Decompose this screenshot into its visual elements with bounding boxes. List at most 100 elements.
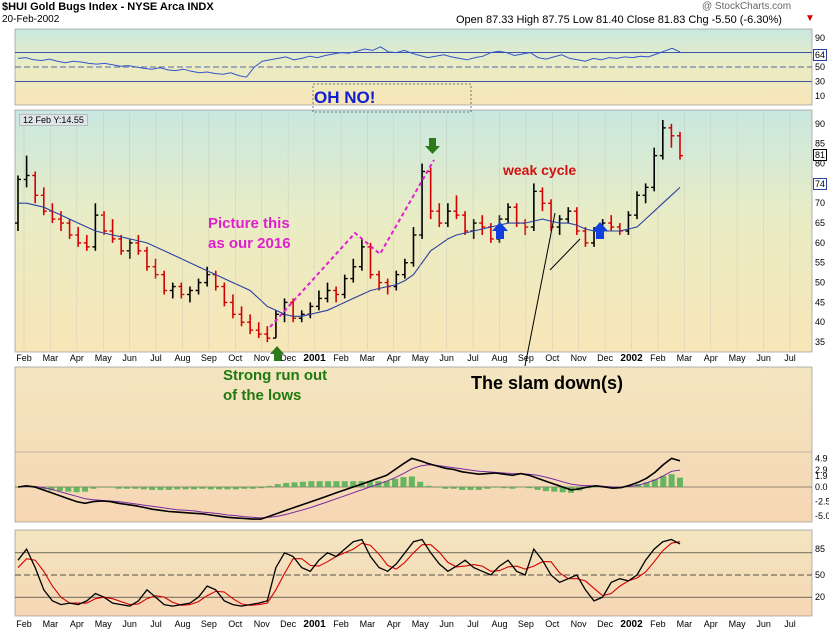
- price-bar: [530, 183, 537, 231]
- macd-histogram-bar: [383, 481, 390, 487]
- macd-histogram-bar: [190, 487, 197, 490]
- macd-histogram-bar: [517, 487, 524, 488]
- macd-histogram-bar: [224, 487, 231, 490]
- price-bar: [161, 270, 168, 295]
- x-tick-label: Mar: [360, 353, 376, 363]
- macd-histogram-bar: [65, 487, 72, 492]
- price-bar: [376, 270, 383, 291]
- macd-tick-label: 1.9: [815, 471, 828, 481]
- x-tick-label: Aug: [174, 619, 190, 629]
- macd-signal-line: [17, 464, 681, 519]
- price-bar: [143, 246, 150, 271]
- oh-no-text: OH NO!: [314, 88, 376, 107]
- rsi-tick-label: 10: [815, 91, 825, 101]
- stoch-panel-bg: [14, 529, 813, 617]
- x-tick-label: Mar: [43, 619, 59, 629]
- stoch-k-line: [17, 538, 681, 607]
- down-marker-icon: ▼: [805, 13, 815, 24]
- macd-histogram-bar: [115, 487, 122, 489]
- macd-histogram-bar: [559, 487, 566, 493]
- stoch-tick-label: 20: [815, 592, 825, 602]
- macd-histogram-bar: [157, 487, 164, 490]
- x-tick-label: Apr: [387, 619, 401, 629]
- price-bar: [582, 227, 589, 247]
- strong-run-line1: Strong run out: [223, 367, 328, 384]
- last-close-label: 81: [813, 149, 828, 161]
- macd-histogram-bar: [593, 487, 600, 488]
- x-tick-label: May: [729, 619, 747, 629]
- price-bar: [315, 290, 322, 311]
- macd-histogram-bar: [551, 487, 558, 492]
- price-bar: [573, 207, 580, 235]
- price-bar: [625, 211, 632, 235]
- x-tick-label: Nov: [571, 619, 588, 629]
- macd-histogram-bar: [475, 487, 482, 490]
- x-tick-label: May: [412, 619, 430, 629]
- macd-histogram-bar: [241, 487, 248, 489]
- price-bar: [32, 171, 39, 204]
- macd-histogram-bar: [123, 487, 130, 489]
- x-tick-label: Mar: [360, 619, 376, 629]
- x-axis-layer: Feb Feb Mar Mar Apr Apr May May Jun Jun Jul Jul Aug A…: [16, 112, 796, 630]
- macd-histogram-bar: [417, 481, 424, 487]
- macd-histogram-bar: [308, 481, 315, 487]
- price-bar: [290, 298, 297, 323]
- quote-line: Open 87.33 High 87.75 Low 81.40 Close 81…: [456, 14, 782, 26]
- macd-histogram-bar: [534, 487, 541, 490]
- price-tick-label: 45: [815, 297, 825, 307]
- x-tick-label: May: [95, 353, 113, 363]
- macd-histogram-bar: [651, 479, 658, 487]
- price-bar: [100, 211, 107, 235]
- x-tick-label: Sep: [201, 619, 217, 629]
- annotation-shapes: [269, 83, 608, 367]
- macd-histogram-bar: [425, 485, 432, 487]
- macd-tick-label: -2.5: [815, 497, 829, 507]
- price-bar: [462, 211, 469, 235]
- weak-cycle-text: weak cycle: [503, 162, 577, 178]
- price-bar: [272, 310, 279, 339]
- rsi-last-label: 64: [813, 49, 828, 61]
- price-bar: [264, 326, 271, 343]
- x-tick-label: Jul: [150, 619, 162, 629]
- price-bar: [40, 187, 47, 216]
- x-tick-label: May: [95, 619, 113, 629]
- macd-histogram-bar: [107, 487, 114, 488]
- macd-histogram-bar: [274, 484, 281, 487]
- x-tick-label: Oct: [545, 353, 560, 363]
- price-tick-label: 35: [815, 337, 825, 347]
- price-tick-label: 70: [815, 198, 825, 208]
- x-tick-label: Nov: [254, 619, 271, 629]
- x-tick-label: Sep: [518, 619, 534, 629]
- macd-histogram-bar: [40, 487, 47, 490]
- x-tick-label: Oct: [228, 353, 243, 363]
- x-tick-label: Feb: [650, 619, 666, 629]
- price-bar: [651, 147, 658, 192]
- x-tick-label: Apr: [704, 353, 718, 363]
- oh-no-box: [312, 83, 472, 113]
- macd-histogram-bar: [232, 487, 239, 490]
- x-tick-label: Feb: [16, 353, 32, 363]
- macd-histogram-bar: [207, 487, 214, 490]
- price-bar: [350, 258, 357, 283]
- macd-histogram-bar: [174, 487, 181, 490]
- price-tick-label: 65: [815, 218, 825, 228]
- price-bar: [66, 219, 73, 239]
- x-tick-label: Dec: [280, 619, 297, 629]
- x-tick-label: May: [412, 353, 430, 363]
- macd-histogram-bar: [15, 487, 21, 488]
- price-tick-label: 60: [815, 238, 825, 248]
- price-bar: [453, 195, 460, 220]
- price-bar: [186, 286, 193, 303]
- macd-histogram-bar: [98, 487, 105, 488]
- price-tick-label: 55: [815, 258, 825, 268]
- price-bar: [642, 183, 649, 204]
- ma-label: 74: [813, 178, 828, 190]
- price-bar: [135, 234, 142, 255]
- macd-histogram-bar: [283, 482, 290, 487]
- stoch-tick-label: 85: [815, 544, 825, 554]
- macd-histogram-bar: [199, 487, 206, 489]
- x-tick-label: Feb: [333, 353, 349, 363]
- x-tick-label: Mar: [43, 353, 59, 363]
- green-up-arrow-icon: [270, 346, 284, 361]
